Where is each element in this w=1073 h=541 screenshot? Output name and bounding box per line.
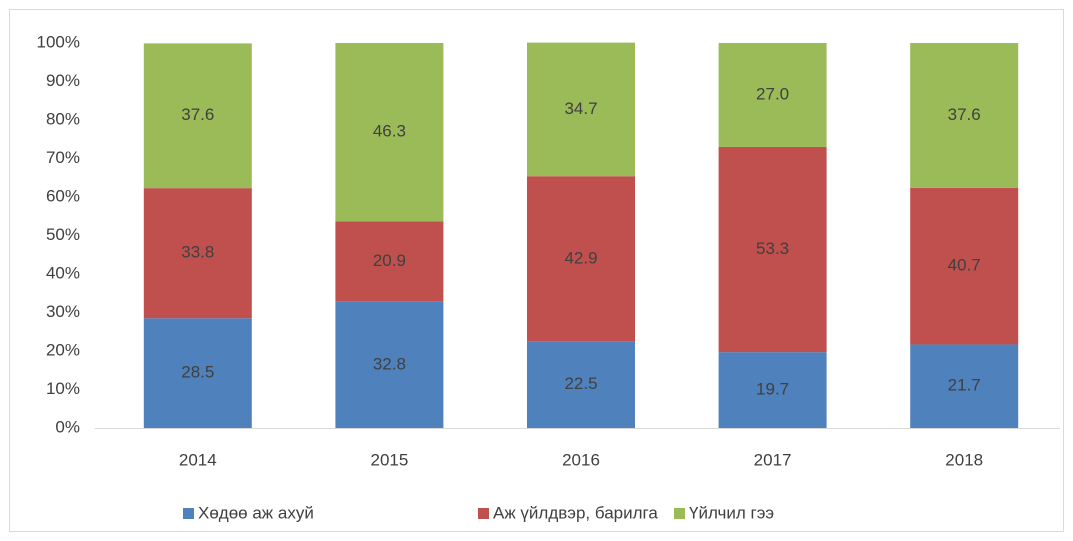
bar-segment: [718, 43, 827, 147]
legend-label: Хөдөө аж ахуй: [198, 503, 314, 522]
bar-segment: [910, 344, 1019, 428]
bar-segment: [910, 43, 1019, 188]
bar-segment: [718, 146, 827, 353]
legend-swatch: [183, 508, 194, 519]
data-label: 21.7: [948, 376, 981, 395]
y-tick-label: 50%: [46, 225, 80, 244]
x-tick-label: 2015: [370, 450, 408, 469]
y-tick-label: 20%: [46, 340, 80, 359]
y-tick-label: 40%: [46, 263, 80, 282]
bar-segment: [527, 42, 635, 177]
data-label: 37.6: [181, 105, 214, 124]
y-tick-label: 0%: [55, 417, 80, 436]
bar-segment: [335, 43, 444, 222]
y-tick-label: 60%: [46, 186, 80, 205]
bar-segment: [143, 318, 252, 428]
data-label: 27.0: [756, 84, 789, 103]
data-label: 37.6: [948, 105, 981, 124]
legend-swatch: [478, 508, 489, 519]
y-tick-label: 30%: [46, 302, 80, 321]
bar-segment: [527, 341, 635, 428]
data-label: 20.9: [373, 251, 406, 270]
data-label: 42.9: [564, 248, 597, 267]
bar-segment: [335, 221, 444, 302]
y-tick-label: 90%: [46, 71, 80, 90]
x-tick-label: 2018: [945, 450, 983, 469]
bar-segment: [143, 43, 252, 189]
x-tick-label: 2014: [179, 450, 217, 469]
y-tick-label: 100%: [37, 32, 80, 51]
bar-segment: [335, 301, 444, 428]
bar-segment: [143, 188, 252, 319]
bar-segment: [527, 176, 635, 342]
data-label: 32.8: [373, 354, 406, 373]
bar-segment: [718, 352, 827, 428]
data-label: 28.5: [181, 363, 214, 382]
legend-label: Аж үйлдвэр, барилга: [493, 503, 658, 522]
data-label: 46.3: [373, 122, 406, 141]
data-label: 34.7: [564, 99, 597, 118]
legend-swatch: [674, 508, 685, 519]
y-tick-label: 70%: [46, 148, 80, 167]
bar-segment: [910, 187, 1019, 345]
y-tick-label: 80%: [46, 109, 80, 128]
data-label: 40.7: [948, 256, 981, 275]
data-label: 22.5: [564, 374, 597, 393]
legend-label: Үйлчил гээ: [689, 503, 774, 522]
data-label: 33.8: [181, 243, 214, 262]
data-label: 19.7: [756, 380, 789, 399]
data-label: 53.3: [756, 239, 789, 258]
x-tick-label: 2016: [562, 450, 600, 469]
x-tick-label: 2017: [754, 450, 792, 469]
y-tick-label: 10%: [46, 379, 80, 398]
